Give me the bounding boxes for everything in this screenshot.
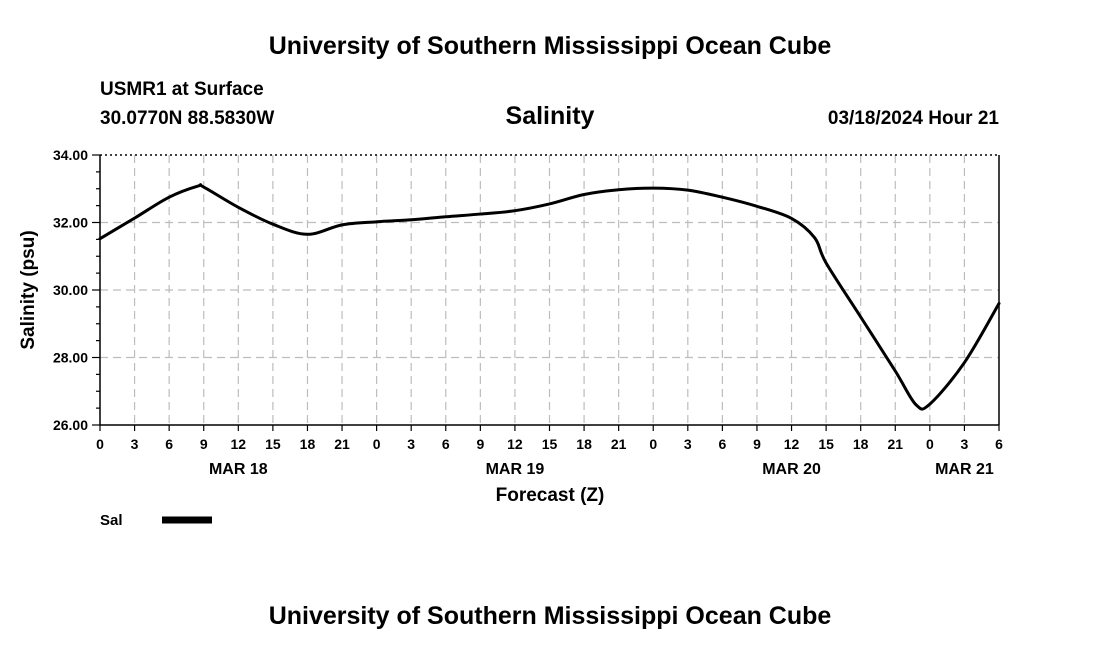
x-date-label: MAR 18 <box>209 461 268 478</box>
x-date-label: MAR 19 <box>486 461 545 478</box>
x-axis-label: Forecast (Z) <box>496 485 605 506</box>
x-tick-label: 9 <box>476 436 484 452</box>
y-tick-label: 34.00 <box>53 147 88 163</box>
x-tick-label: 15 <box>542 436 558 452</box>
plot-area: 0 3 6 9 12 15 18 21 0 3 6 9 12 15 18 21 0 3 6 9 12 15 18 21 0 3 6M… <box>53 147 1003 478</box>
x-tick-label: 21 <box>887 436 903 452</box>
x-date-label: MAR 21 <box>935 461 994 478</box>
x-tick-label: 3 <box>961 436 969 452</box>
x-tick-label: 0 <box>926 436 934 452</box>
x-tick-label: 18 <box>853 436 869 452</box>
x-tick-label: 21 <box>334 436 350 452</box>
x-tick-label: 6 <box>718 436 726 452</box>
x-tick-label: 15 <box>265 436 281 452</box>
x-tick-label: 15 <box>818 436 834 452</box>
x-tick-label: 9 <box>200 436 208 452</box>
x-tick-label: 18 <box>576 436 592 452</box>
x-tick-label: 3 <box>684 436 692 452</box>
chart-title: Salinity <box>506 102 595 130</box>
x-tick-label: 6 <box>442 436 450 452</box>
x-tick-label: 0 <box>96 436 104 452</box>
y-tick-label: 28.00 <box>53 350 88 366</box>
legend: Sal <box>100 512 212 529</box>
y-tick-label: 30.00 <box>53 282 88 298</box>
x-tick-label: 6 <box>995 436 1003 452</box>
x-tick-label: 3 <box>407 436 415 452</box>
y-tick-label: 26.00 <box>53 417 88 433</box>
x-tick-label: 12 <box>507 436 523 452</box>
x-tick-label: 9 <box>753 436 761 452</box>
legend-label-sal: Sal <box>100 512 123 529</box>
station-label: USMR1 at Surface <box>100 79 264 100</box>
station-coordinates: 30.0770N 88.5830W <box>100 108 274 129</box>
forecast-datetime: 03/18/2024 Hour 21 <box>828 108 1000 129</box>
x-tick-label: 12 <box>784 436 800 452</box>
x-tick-label: 18 <box>300 436 316 452</box>
x-date-label: MAR 20 <box>762 461 821 478</box>
x-tick-label: 0 <box>373 436 381 452</box>
footer-title: University of Southern Mississippi Ocean… <box>269 602 832 630</box>
x-tick-label: 21 <box>611 436 627 452</box>
figure-title: University of Southern Mississippi Ocean… <box>269 32 832 60</box>
x-tick-label: 12 <box>231 436 247 452</box>
y-axis-label: Salinity (psu) <box>18 230 39 349</box>
x-tick-label: 0 <box>649 436 657 452</box>
y-tick-label: 32.00 <box>53 215 88 231</box>
x-tick-label: 3 <box>131 436 139 452</box>
x-tick-label: 6 <box>165 436 173 452</box>
series-line-sal <box>98 183 1001 411</box>
